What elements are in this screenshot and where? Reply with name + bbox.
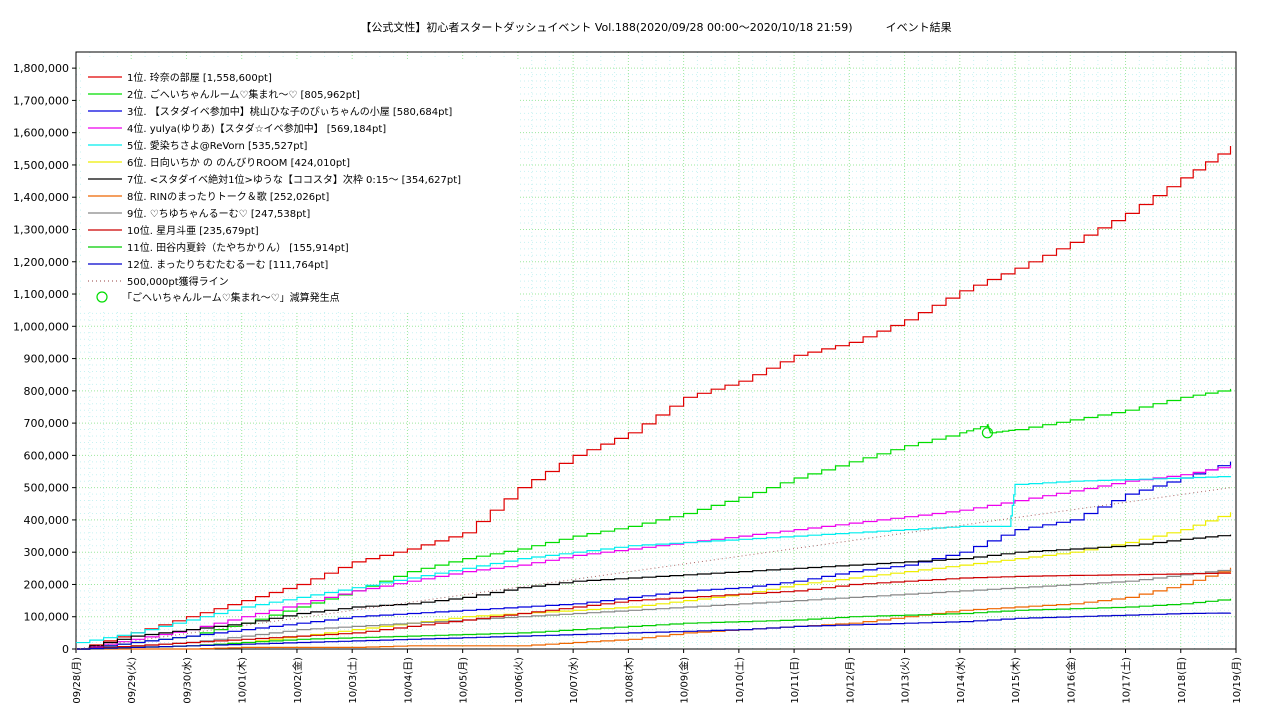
x-tick-label: 10/05(月) xyxy=(458,657,470,704)
y-tick-label: 1,300,000 xyxy=(13,223,69,236)
legend-entry: 500,000pt獲得ライン xyxy=(127,275,229,288)
y-tick-label: 1,100,000 xyxy=(13,288,69,301)
legend-entry: 9位. ♡ちゆちゃんるーむ♡ [247,538pt] xyxy=(127,207,310,220)
legend-entry: 2位. ごへいちゃんルーム♡集まれ〜♡ [805,962pt] xyxy=(127,88,360,101)
x-tick-label: 10/13(火) xyxy=(900,657,912,704)
y-tick-label: 600,000 xyxy=(24,449,70,462)
x-tick-label: 10/18(日) xyxy=(1177,657,1188,704)
y-tick-label: 1,200,000 xyxy=(13,256,69,269)
series-line-9 xyxy=(76,569,1232,650)
legend-entry: 1位. 玲奈の部屋 [1,558,600pt] xyxy=(127,71,272,84)
legend-annotation-marker xyxy=(96,291,108,303)
x-tick-label: 10/07(水) xyxy=(568,657,580,704)
legend-entry: 4位. yulya(ゆりあ)【スタダ☆イベ参加中】 [569,184pt] xyxy=(127,122,386,135)
x-tick-label: 10/04(日) xyxy=(403,657,414,704)
legend-entry: 5位. 愛染ちさよ@ReVorn [535,527pt] xyxy=(127,139,308,152)
x-tick-label: 10/15(木) xyxy=(1010,657,1022,704)
series-line-3 xyxy=(76,461,1232,650)
y-tick-label: 1,700,000 xyxy=(13,94,69,107)
y-tick-label: 500,000 xyxy=(24,482,70,495)
x-tick-label: 10/09(金) xyxy=(678,657,691,704)
legend-entry: 11位. 田谷内夏鈴（たやちかりん） [155,914pt] xyxy=(127,241,349,254)
annotation xyxy=(981,427,994,439)
x-tick-label: 10/03(土) xyxy=(346,657,359,704)
x-tick-label: 10/14(水) xyxy=(955,657,967,704)
series-line-11 xyxy=(76,598,1232,650)
plot-border xyxy=(75,51,1237,650)
x-tick-label: 10/16(金) xyxy=(1064,657,1077,704)
chart-title: 【公式文性】初心者スタートダッシュイベント Vol.188(2020/09/28… xyxy=(360,20,951,34)
series-line-12 xyxy=(76,612,1232,650)
x-tick-label: 09/29(火) xyxy=(126,657,138,704)
y-tick-label: 1,600,000 xyxy=(13,127,69,140)
y-tick-label: 1,400,000 xyxy=(13,191,69,204)
legend-entry: 10位. 星月斗亜 [235,679pt] xyxy=(127,224,259,237)
y-tick-label: 0 xyxy=(62,643,69,656)
legend: 1位. 玲奈の部屋 [1,558,600pt] 2位. ごへいちゃんルーム♡集まれ… xyxy=(82,60,520,312)
legend-entry: 7位. <スタダイベ絶対1位>ゆうな【ココスタ】次枠 0:15〜 [354,62… xyxy=(127,173,461,186)
y-axis: 0 100,000 200,000 300,000 400,000 500,000 600,… xyxy=(13,62,76,656)
series-line-1 xyxy=(76,146,1232,650)
y-tick-label: 200,000 xyxy=(24,578,70,591)
x-tick-label: 09/30(水) xyxy=(181,657,193,704)
legend-entry: 6位. 日向いちか の のんびりROOM [424,010pt] xyxy=(127,156,350,169)
series-line-10 xyxy=(76,572,1232,650)
x-tick-label: 10/11(日) xyxy=(790,657,801,704)
legend-entry: 12位. まったりちむたむるーむ [111,764pt] xyxy=(127,258,328,271)
x-tick-label: 10/19(月) xyxy=(1231,657,1243,704)
x-tick-label: 10/01(木) xyxy=(237,657,249,704)
series-line-6 xyxy=(76,512,1232,650)
x-tick-label: 10/02(金) xyxy=(291,657,304,704)
x-axis: 09/28(月) 09/29(火) 09/30(水) 10/01(木) 10/02(金)… xyxy=(71,649,1243,704)
y-tick-label: 300,000 xyxy=(24,546,70,559)
series-lines xyxy=(75,146,1232,650)
y-tick-label: 100,000 xyxy=(24,611,70,624)
y-tick-label: 1,000,000 xyxy=(13,320,69,333)
series-line-2 xyxy=(76,388,1232,650)
x-tick-label: 09/28(月) xyxy=(71,657,83,704)
series-line-7 xyxy=(76,534,1232,650)
x-tick-label: 10/17(土) xyxy=(1120,657,1133,704)
x-tick-label: 10/10(土) xyxy=(733,657,746,704)
x-tick-label: 10/06(火) xyxy=(513,657,525,704)
legend-entry: 3位. 【スタダイベ参加中】桃山ひな子のぴぃちゃんの小屋 [580,684pt] xyxy=(127,105,452,118)
y-tick-label: 800,000 xyxy=(24,385,70,398)
y-tick-label: 1,800,000 xyxy=(13,62,69,75)
y-tick-label: 700,000 xyxy=(24,417,70,430)
legend-annotation-label: 「ごへいちゃんルーム♡集まれ〜♡」減算発生点 xyxy=(122,291,340,304)
y-tick-label: 900,000 xyxy=(24,353,70,366)
legend-box xyxy=(82,60,520,312)
y-tick-label: 400,000 xyxy=(24,514,70,527)
x-tick-label: 10/12(月) xyxy=(844,657,856,704)
series-line-4 xyxy=(76,465,1232,650)
series-line-5 xyxy=(76,476,1232,644)
legend-entry: 8位. RINのまったりトーク＆歌 [252,026pt] xyxy=(127,190,329,203)
y-tick-label: 1,500,000 xyxy=(13,159,69,172)
x-tick-label: 10/08(木) xyxy=(623,657,635,704)
annotation-marker xyxy=(981,427,994,439)
